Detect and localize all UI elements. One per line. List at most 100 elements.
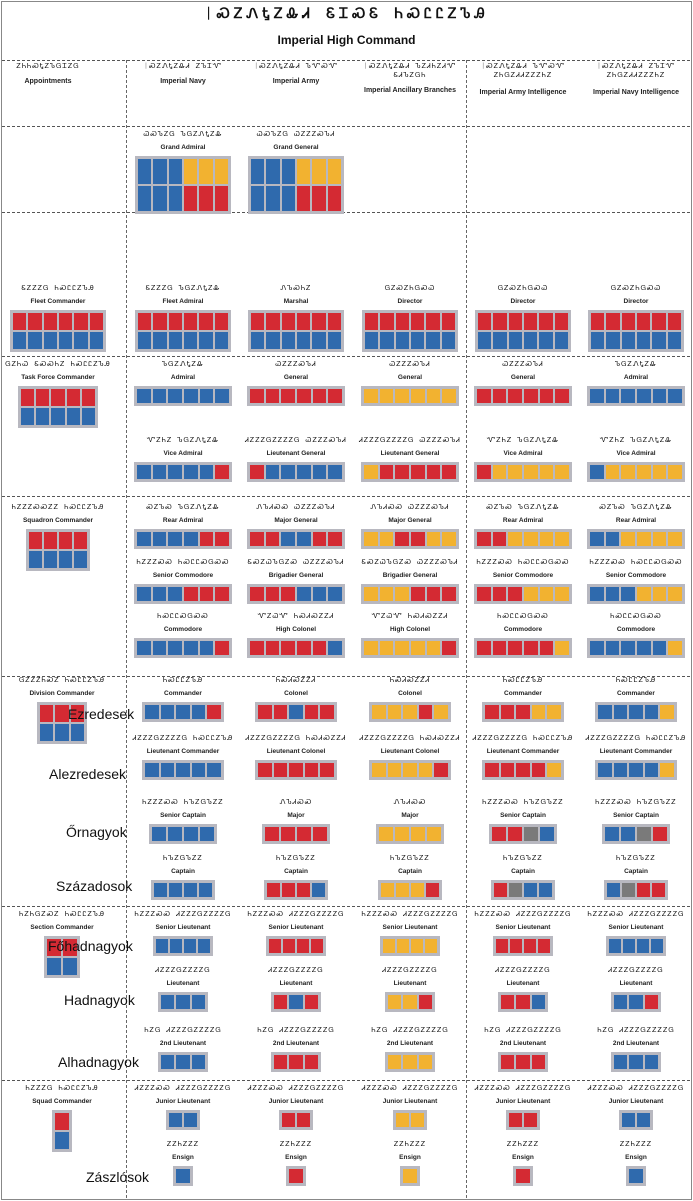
rank-label-squad-commander: Squad Commander (32, 1098, 92, 1105)
insignia-tab (289, 995, 303, 1009)
insignia-tab (441, 332, 455, 349)
insignia-tab (637, 465, 651, 479)
insignia-tab (621, 332, 635, 349)
insignia-tab (281, 313, 295, 330)
hu-label-alhadnagyok: Alhadnagyok (58, 1054, 139, 1070)
insignia-tab (492, 587, 507, 601)
insignia-tab (478, 332, 492, 349)
insignia-ensign (400, 1166, 420, 1186)
insignia-tab (266, 332, 280, 349)
insignia-tab (426, 332, 440, 349)
column-header-aurebesh: ᛁᏍᏃᏁᎿᏃᎲᏗ ᏖᏉᏍᏉ ᏃᏂᏀᏃᏗᏗᏃᏃᏃᏂᏃ (480, 62, 566, 79)
insignia-tab (442, 389, 456, 403)
insignia-tab (152, 389, 167, 403)
insignia-tab (539, 465, 554, 479)
rank-label-vice-admiral: Vice Admiral (616, 450, 656, 457)
rank-aurebesh-2nd-lieutenant: ᏂᏃᏀ ᏗᏃᏃᏃᏀᏃᏃᏃᏃᏀ (144, 1026, 222, 1034)
column-divider (466, 60, 467, 1198)
insignia-tab (621, 587, 635, 601)
rank-aurebesh-senior-lieutenant: ᏂᏃᏃᏃᏍᏍ ᏗᏃᏃᏃᏀᏃᏃᏃᏃᏀ (587, 910, 685, 918)
insignia-senior-lieutenant (266, 936, 326, 956)
insignia-tab (636, 313, 651, 330)
insignia-tab (74, 332, 88, 349)
column-header-aurebesh: ᛁᏍᏃᏁᎿᏃᎲᏗ ᏖᏉᏍᏉ (253, 62, 339, 70)
insignia-tab (523, 332, 538, 349)
insignia-tab (215, 389, 229, 403)
rank-aurebesh-director: ᏀᏃᏍᏃᏂᏀᏍᏇ (610, 284, 662, 292)
insignia-lieutenant-colonel (369, 760, 451, 780)
rank-aurebesh-senior-lieutenant: ᏂᏃᏃᏃᏍᏍ ᏗᏃᏃᏃᏀᏃᏃᏃᏃᏀ (361, 910, 459, 918)
insignia-tab (199, 389, 214, 403)
insignia-tab (614, 1055, 628, 1069)
insignia-tab (636, 332, 651, 349)
rank-aurebesh-division-commander: ᏀᏃᏃᏃᏂᏍᏃ ᏂᏍᏝᏝᏃᏖᎯ (18, 676, 105, 684)
insignia-tab (152, 532, 167, 546)
insignia-tab (621, 313, 635, 330)
insignia-tab (547, 763, 561, 777)
insignia-tab (289, 763, 303, 777)
insignia-tab (328, 587, 342, 601)
rank-aurebesh-vice-admiral: ᏉᏃᏂᏃ ᏖᏀᏃᏁᎿᏃᎲ (146, 436, 220, 444)
insignia-tab (652, 532, 667, 546)
rank-label-grand-admiral: Grand Admiral (160, 144, 206, 151)
rank-aurebesh-lieutenant: ᏗᏃᏃᏃᏀᏃᏃᏃᏃᏀ (155, 966, 211, 974)
insignia-tab (66, 389, 80, 406)
rank-aurebesh-commodore: ᏂᏍᏝᏝᏍᏀᏍᏍ (497, 612, 549, 620)
insignia-tab (364, 532, 378, 546)
insignia-tab (637, 827, 651, 841)
insignia-tab (74, 551, 87, 568)
insignia-tab (251, 332, 265, 349)
insignia-tab (637, 587, 651, 601)
column-header-label: Imperial Ancillary Branches (364, 87, 456, 94)
insignia-general (247, 386, 345, 406)
rank-aurebesh-lieutenant-commander: ᏗᏃᏃᏃᏀᏃᏃᏃᏃᏀ ᏂᏍᏝᏝᏃᏖᎯ (585, 734, 687, 742)
insignia-tab (44, 532, 57, 549)
insignia-tab (410, 313, 425, 330)
insignia-tab (70, 724, 84, 741)
rank-aurebesh-commander: ᏂᏍᏝᏝᏃᏖᎯ (615, 676, 657, 684)
insignia-tab (442, 641, 456, 655)
column-header-label: Imperial Navy Intelligence (593, 89, 679, 96)
insignia-task-force-commander (18, 386, 98, 428)
insignia-lieutenant-commander (142, 760, 224, 780)
insignia-tab (137, 641, 151, 655)
rank-aurebesh-senior-lieutenant: ᏂᏃᏃᏃᏍᏍ ᏗᏃᏃᏃᏀᏃᏃᏃᏃᏀ (134, 910, 232, 918)
insignia-tab (153, 186, 167, 211)
insignia-tab (508, 532, 522, 546)
insignia-tab (623, 939, 635, 953)
rank-aurebesh-senior-commodore: ᏂᏃᏃᏃᏍᏍ ᏂᏍᏝᏝᏍᏀᏍᏍ (476, 558, 570, 566)
insignia-tab (267, 883, 280, 897)
insignia-tab (396, 1113, 409, 1127)
insignia-tab (13, 313, 27, 330)
insignia-captain (378, 880, 442, 900)
insignia-tab (607, 883, 620, 897)
insignia-tab (547, 705, 561, 719)
rank-label-lieutenant: Lieutenant (506, 980, 540, 987)
rank-aurebesh-2nd-lieutenant: ᏂᏃᏀ ᏗᏃᏃᏃᏀᏃᏃᏃᏃᏀ (371, 1026, 449, 1034)
insignia-tab (297, 939, 309, 953)
insignia-senior-captain (602, 824, 670, 844)
insignia-tab (200, 827, 214, 841)
insignia-tab (327, 313, 341, 330)
insignia-major-general (247, 529, 345, 549)
insignia-tab (281, 186, 295, 211)
insignia-tab (281, 587, 295, 601)
insignia-tab (590, 389, 604, 403)
insignia-tab (652, 587, 667, 601)
insignia-tab (496, 939, 508, 953)
insignia-tab (555, 532, 569, 546)
insignia-tab (51, 389, 65, 406)
rank-aurebesh-captain: ᏂᏖᏃᏀᏖᏃᏃ (163, 854, 203, 862)
rank-aurebesh-captain: ᏂᏖᏃᏀᏖᏃᏃ (390, 854, 430, 862)
rank-aurebesh-commander: ᏂᏍᏝᏝᏃᏖᎯ (162, 676, 204, 684)
insignia-tab (540, 827, 554, 841)
rank-aurebesh-grand-general: ᏇᏍᏖᏃᏀ ᏇᏃᏃᏃᏍᏖᏗ (256, 130, 336, 138)
insignia-vice-admiral (474, 462, 572, 482)
rank-label-major-general: Major General (274, 517, 318, 524)
insignia-tab (477, 389, 491, 403)
insignia-tab (168, 587, 182, 601)
insignia-tab (250, 389, 264, 403)
insignia-tab (296, 159, 311, 184)
insignia-tab (605, 641, 620, 655)
insignia-tab (199, 186, 213, 211)
